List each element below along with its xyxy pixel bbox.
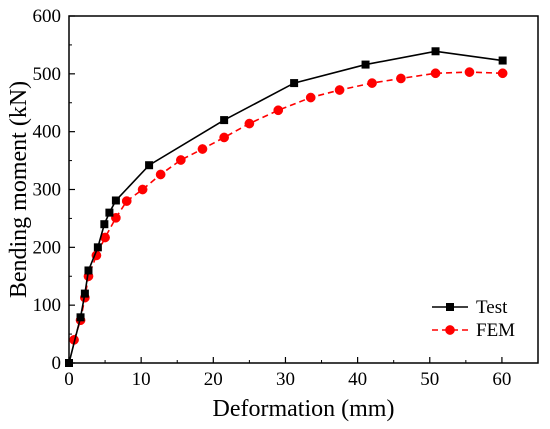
x-axis-title: Deformation (mm): [213, 396, 395, 422]
data-point-fem: [155, 169, 166, 180]
data-point-fem: [396, 73, 406, 84]
y-tick-label: 200: [33, 237, 62, 258]
series-fem: [69, 67, 508, 345]
legend-label-test: Test: [476, 297, 508, 318]
data-point-test: [80, 289, 89, 298]
x-tick-label: 60: [492, 369, 511, 390]
data-point-fem: [430, 68, 441, 79]
data-point-fem: [111, 212, 121, 223]
data-point-test: [431, 47, 440, 56]
x-tick-label: 30: [276, 369, 295, 390]
data-point-test: [76, 313, 85, 322]
series-line-fem: [73, 71, 503, 341]
y-tick-label: 600: [33, 6, 62, 27]
legend-marker-test: [446, 303, 454, 311]
data-point-test: [100, 220, 109, 229]
data-point-fem: [219, 132, 229, 143]
x-tick-label: 10: [132, 369, 151, 390]
data-point-fem: [367, 78, 377, 88]
data-point-fem: [497, 68, 508, 79]
data-point-fem: [137, 184, 148, 195]
legend-label-fem: FEM: [476, 320, 515, 341]
y-tick-label: 0: [52, 353, 62, 374]
x-tick-label: 50: [420, 369, 439, 390]
data-point-test: [84, 266, 93, 275]
data-point-test: [220, 116, 229, 125]
data-point-test: [111, 196, 120, 205]
data-point-fem: [121, 196, 132, 206]
series-test: [65, 47, 507, 367]
data-point-test: [145, 161, 154, 170]
x-tick-label: 0: [64, 369, 74, 390]
data-point-fem: [273, 105, 284, 116]
x-tick-label: 20: [204, 369, 223, 390]
y-tick-label: 100: [33, 295, 62, 316]
data-point-fem: [305, 92, 316, 103]
data-point-fem: [464, 67, 475, 77]
data-point-fem: [334, 85, 345, 95]
y-tick-label: 300: [33, 180, 62, 201]
data-point-test: [361, 60, 370, 69]
x-tick-label: 40: [348, 369, 367, 390]
data-point-test: [498, 56, 507, 65]
series-line-test: [68, 50, 503, 364]
data-point-fem: [197, 144, 208, 154]
data-point-fem: [244, 118, 255, 129]
series-layer: [65, 47, 508, 367]
y-axis-title: Bending moment (kN): [6, 81, 32, 298]
y-tick-label: 400: [33, 122, 62, 143]
legend-marker-fem: [445, 325, 455, 335]
data-point-test: [93, 243, 102, 252]
data-point-test: [105, 208, 114, 217]
y-tick-label: 500: [33, 64, 62, 85]
data-point-fem: [175, 155, 186, 165]
data-point-test: [290, 79, 299, 88]
